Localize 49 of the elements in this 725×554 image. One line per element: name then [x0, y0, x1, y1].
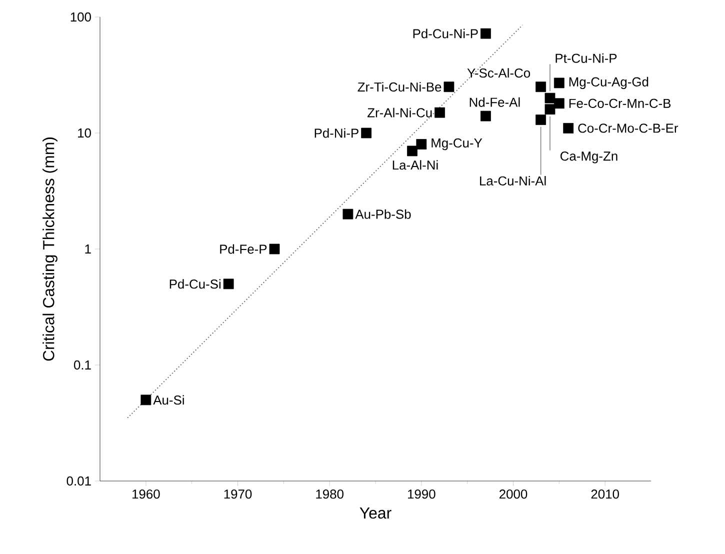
annotation: Co-Cr-Mo-C-B-Er [578, 124, 678, 133]
point [416, 139, 427, 150]
point [223, 278, 234, 290]
y-tick-label: 100 [70, 12, 91, 22]
annotation: Ca-Mg-Zn [560, 152, 618, 164]
point [407, 146, 418, 156]
point [434, 107, 445, 118]
y-axis-title: Critical Casting Thickness (mm) [42, 138, 58, 361]
x-tick-label: 1970 [224, 490, 252, 499]
point [554, 98, 564, 109]
y-tick-label: 0.1 [74, 360, 91, 370]
annotation: Fe-Co-Cr-Mn-C-B [569, 98, 671, 108]
y-tick-label: 10 [78, 128, 91, 138]
annotation: Pt-Cu-Ni-P [556, 53, 617, 63]
annotation: Zr-Ti-Cu-Ni-Be [358, 82, 442, 92]
point [269, 244, 280, 254]
annotation: Au-Si [153, 395, 184, 405]
annotation: Nd-Fe-Al [470, 97, 520, 107]
point [554, 78, 564, 88]
y-tick-label: 0.01 [66, 476, 91, 486]
x-axis-title: Year [360, 508, 392, 519]
annotation: Pd-Fe-P [220, 244, 267, 254]
annotation: Pd-Cu-Si [170, 279, 220, 289]
point [563, 123, 574, 134]
annotation: La-Al-Ni [392, 160, 438, 170]
annotation: Zr-Al-Ni-Cu [368, 108, 432, 118]
point [544, 92, 556, 104]
point [342, 208, 354, 220]
x-tick-label: 1980 [316, 490, 344, 499]
annotation: Y-Sc-Al-Co [467, 68, 530, 78]
x-tick-label: 1960 [132, 490, 160, 499]
point [536, 114, 546, 125]
annotation: Mg-Cu-Y [432, 138, 482, 150]
y-tick-label: 1 [85, 244, 91, 254]
x-tick-label: 1990 [408, 490, 436, 499]
point [536, 82, 546, 92]
annotation: La-Cu-Ni-Al [480, 176, 546, 186]
point [140, 394, 152, 406]
x-tick-label: 2000 [500, 490, 528, 499]
annotation: Mg-Cu-Ag-Gd [569, 76, 648, 89]
annotation: Au-Pb-Sb [355, 209, 411, 219]
annotation: Pd-Cu-Ni-P [413, 28, 478, 38]
point [361, 128, 372, 138]
point [480, 110, 491, 122]
x-tick-label: 2010 [591, 490, 619, 499]
point [480, 28, 491, 39]
point [444, 82, 454, 92]
point [544, 104, 556, 115]
annotation: Pd-Ni-P [314, 128, 358, 138]
